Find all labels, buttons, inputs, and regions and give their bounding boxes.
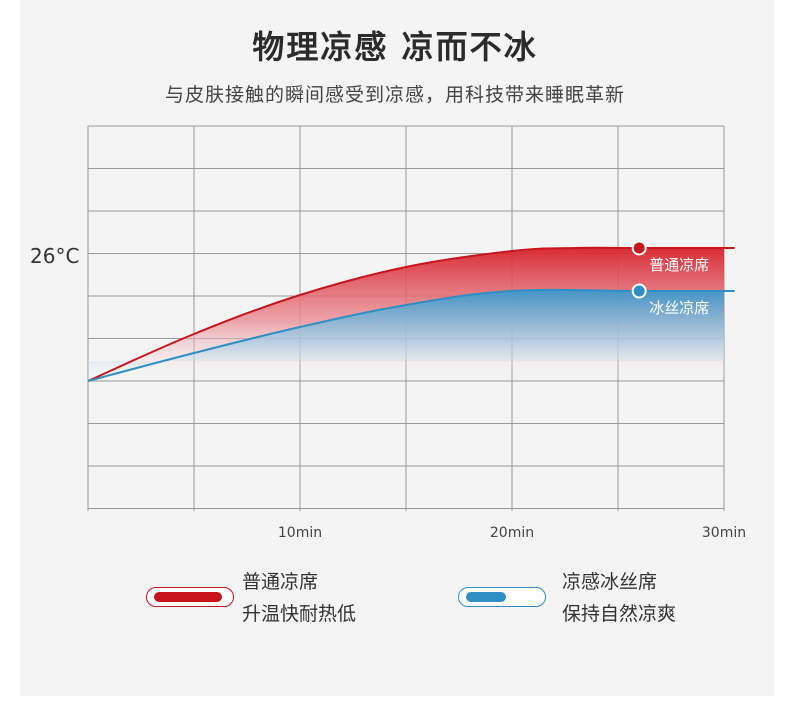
legend-ice-line2: 保持自然凉爽 — [562, 603, 677, 625]
series-markers — [631, 240, 647, 299]
series-label-ordinary: 普通凉席 — [649, 256, 709, 274]
legend-ice-line1: 凉感冰丝席 — [562, 571, 658, 593]
legend-ice: 凉感冰丝席 保持自然凉爽 — [458, 566, 718, 630]
x-tick-label: 10min — [278, 525, 322, 541]
marker-ordinary — [631, 240, 647, 256]
series-label-ice: 冰丝凉席 — [649, 299, 709, 317]
legend-ice-swatch — [458, 587, 546, 607]
y-tick-label: 26°C — [30, 244, 79, 268]
legend-ordinary-line1: 普通凉席 — [242, 571, 319, 593]
legend-ordinary-swatch — [146, 587, 234, 607]
x-tick-label: 30min — [702, 525, 746, 541]
marker-ice — [631, 283, 647, 299]
legend-ordinary: 普通凉席 升温快耐热低 — [146, 566, 396, 630]
legend-ordinary-line2: 升温快耐热低 — [242, 603, 357, 625]
legend-ice-bar — [466, 592, 506, 602]
x-tick-label: 20min — [490, 525, 534, 541]
series-areas — [88, 247, 724, 381]
page-subtitle: 与皮肤接触的瞬间感受到凉感，用科技带来睡眠革新 — [164, 84, 625, 106]
series-line-ordinary — [87, 246, 735, 382]
page-title: 物理凉感 凉而不冰 — [252, 28, 538, 66]
series-area-ice — [88, 289, 724, 381]
legend-ordinary-bar — [154, 592, 222, 602]
